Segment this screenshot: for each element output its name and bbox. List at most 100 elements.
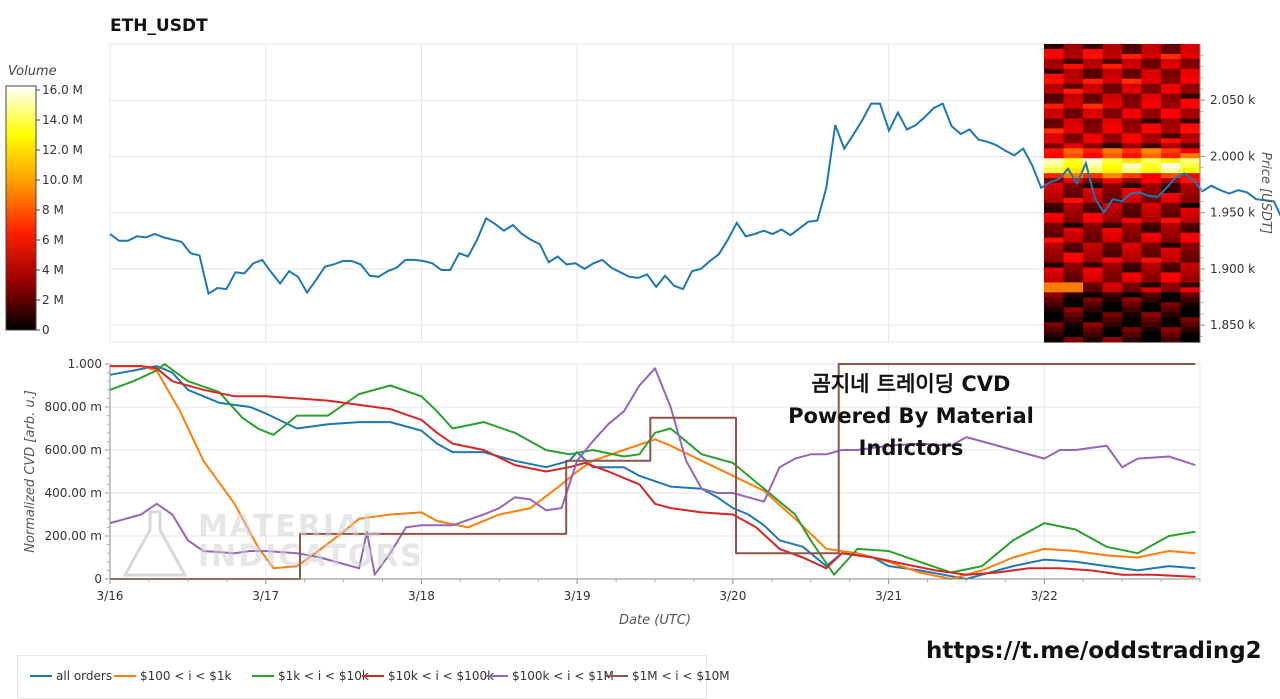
heatmap-cell	[1141, 163, 1162, 169]
legend-item-s1k[interactable]: $1k < i < $10k	[252, 669, 369, 683]
heatmap-cell	[1122, 257, 1142, 264]
heatmap-cell	[1102, 78, 1123, 85]
heatmap-cell	[1083, 262, 1103, 268]
heatmap-cell	[1044, 277, 1064, 283]
heatmap-cell	[1122, 98, 1142, 105]
colorbar-tick-label: 10.0 M	[42, 173, 83, 187]
heatmap-cell	[1083, 93, 1103, 100]
heatmap-cell	[1180, 138, 1201, 144]
heatmap-cell	[1044, 317, 1064, 323]
heatmap-cell	[1063, 257, 1084, 264]
heatmap-cell	[1141, 282, 1162, 288]
heatmap-cell	[1161, 148, 1181, 154]
cvd-x-tick-label: 3/16	[97, 589, 124, 603]
heatmap-cell	[1141, 113, 1162, 119]
heatmap-cell	[1102, 222, 1123, 229]
legend-item-s100k[interactable]: $100k < i < $1M	[486, 669, 614, 683]
heatmap-cell	[1063, 262, 1084, 268]
heatmap-cell	[1180, 327, 1201, 333]
heatmap-cell	[1063, 193, 1084, 199]
heatmap-cell	[1063, 158, 1084, 164]
heatmap-cell	[1083, 302, 1103, 308]
price-axis-label: Price [USDT]	[1258, 152, 1273, 234]
heatmap-cell	[1044, 163, 1064, 169]
heatmap-cell	[1141, 332, 1162, 338]
heatmap-cell	[1083, 148, 1103, 154]
heatmap-cell	[1180, 207, 1201, 214]
heatmap-cell	[1063, 272, 1084, 278]
heatmap-cell	[1141, 232, 1162, 239]
heatmap-cell	[1161, 113, 1181, 119]
heatmap-cell	[1044, 83, 1064, 90]
heatmap-cell	[1102, 237, 1123, 244]
legend-item-s100[interactable]: $100 < i < $1k	[114, 669, 231, 683]
cvd-series-s10k	[110, 365, 1196, 578]
heatmap-cell	[1063, 153, 1084, 159]
heatmap-cell	[1122, 93, 1142, 100]
heatmap-cell	[1044, 113, 1064, 119]
heatmap-cell	[1063, 292, 1084, 298]
heatmap-cell	[1180, 257, 1201, 264]
heatmap-cell	[1063, 44, 1084, 50]
heatmap-cell	[1161, 78, 1181, 85]
heatmap-cell	[1044, 98, 1064, 105]
heatmap-cell	[1044, 272, 1064, 278]
heatmap-cell	[1083, 332, 1103, 338]
cvd-x-axis-label: Date (UTC)	[619, 613, 691, 628]
heatmap-cell	[1102, 252, 1123, 259]
legend-item-s10k[interactable]: $10k < i < $100k	[362, 669, 494, 683]
heatmap-cell	[1141, 48, 1162, 55]
heatmap-cell	[1044, 73, 1064, 80]
heatmap-cell	[1122, 193, 1142, 199]
heatmap-cell	[1083, 337, 1103, 343]
heatmap-cell	[1063, 317, 1084, 323]
heatmap-cell	[1122, 272, 1142, 278]
colorbar-tick-label: 12.0 M	[42, 143, 83, 157]
heatmap-cell	[1063, 163, 1084, 169]
heatmap-cell	[1044, 78, 1064, 85]
heatmap-cell	[1083, 158, 1103, 164]
telegram-link[interactable]: https://t.me/oddstrading2	[926, 638, 1262, 664]
heatmap-cell	[1161, 68, 1181, 75]
legend: all orders $100 < i < $1k $1k < i < $10k $1…	[17, 655, 730, 699]
heatmap-cell	[1161, 272, 1181, 278]
heatmap-cell	[1141, 103, 1162, 110]
heatmap-cell	[1063, 327, 1084, 333]
heatmap-cell	[1083, 252, 1103, 259]
heatmap-cell	[1083, 63, 1103, 70]
cvd-x-tick-label: 3/21	[875, 589, 902, 603]
heatmap-cell	[1102, 262, 1123, 268]
heatmap-cell	[1063, 103, 1084, 110]
heatmap-cell	[1141, 287, 1162, 293]
watermark-line-1: MATERIAL	[198, 509, 383, 544]
heatmap-cell	[1102, 287, 1123, 293]
heatmap-cell	[1122, 63, 1142, 70]
heatmap-cell	[1161, 242, 1181, 249]
heatmap-cell	[1180, 48, 1201, 55]
heatmap-cell	[1102, 217, 1123, 224]
heatmap-cell	[1122, 327, 1142, 333]
heatmap-cell	[1102, 113, 1123, 119]
legend-item-all_orders[interactable]: all orders	[30, 669, 112, 683]
heatmap-cell	[1180, 73, 1201, 80]
heatmap-cell	[1102, 202, 1123, 209]
overlay-title-line-2: Powered By Material Indictors	[788, 404, 1034, 460]
heatmap-cell	[1083, 108, 1103, 115]
heatmap-cell	[1122, 113, 1142, 119]
price-tick-label: 2.000 k	[1210, 149, 1255, 163]
heatmap-cell	[1161, 247, 1181, 254]
heatmap-cell	[1102, 312, 1123, 318]
heatmap-cell	[1180, 63, 1201, 70]
heatmap-cell	[1102, 123, 1123, 129]
heatmap-cell	[1122, 148, 1142, 154]
heatmap-cell	[1122, 173, 1142, 179]
heatmap-cell	[1102, 108, 1123, 115]
heatmap-cell	[1083, 58, 1103, 65]
heatmap-cell	[1083, 217, 1103, 224]
heatmap-cell	[1083, 222, 1103, 229]
heatmap-cell	[1180, 322, 1201, 328]
heatmap-cell	[1141, 217, 1162, 224]
legend-item-s1m[interactable]: $1M < i < $10M	[606, 669, 730, 683]
heatmap-cell	[1102, 277, 1123, 283]
heatmap-cell	[1063, 128, 1084, 134]
